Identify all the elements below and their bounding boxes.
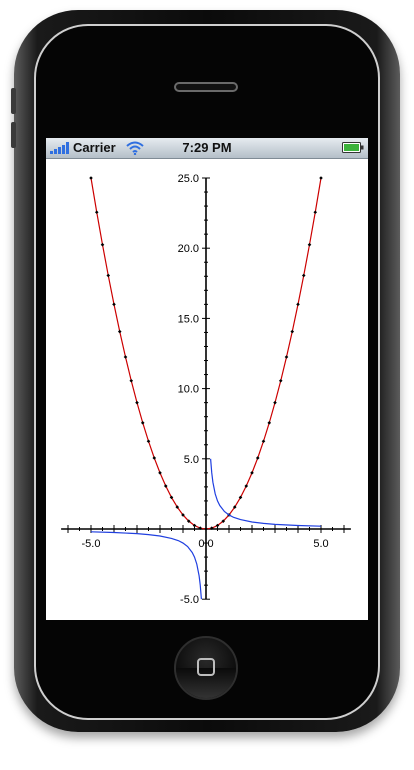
parabola-point-marker — [273, 400, 277, 405]
carrier-label: Carrier — [73, 140, 116, 155]
parabola-point-marker — [261, 439, 266, 444]
parabola-point-marker — [100, 242, 105, 247]
parabola-point-marker — [140, 421, 145, 425]
parabola-point-marker — [267, 421, 272, 425]
parabola-point-marker — [238, 495, 243, 500]
reciprocal-curve-negative-branch — [90, 531, 202, 600]
battery-full-icon — [342, 142, 364, 153]
volume-up-button — [11, 88, 16, 114]
y-tick-label: 5.0 — [184, 454, 199, 466]
parabola-point-marker — [250, 471, 254, 475]
volume-down-button — [11, 122, 16, 148]
parabola-point-marker — [163, 484, 168, 488]
parabola-point-marker — [117, 329, 122, 334]
parabola-point-marker — [232, 505, 237, 509]
screen: Carrier 7:29 PM -5.0 0.0 5.0 -5.0 5.0 10.0 15.… — [46, 138, 368, 620]
axes: -5.0 0.0 5.0 -5.0 5.0 10.0 15.0 20.0 25.0 — [61, 173, 351, 606]
parabola-point-marker — [106, 273, 111, 278]
parabola-point-marker — [301, 273, 306, 278]
parabola-point-marker — [278, 378, 283, 383]
parabola-point-marker — [204, 527, 208, 531]
parabola-point-marker — [255, 456, 260, 460]
parabola-point-marker — [152, 456, 157, 460]
x-tick-label: 5.0 — [313, 538, 328, 550]
parabola-point-marker — [129, 378, 134, 383]
parabola-point-marker — [186, 519, 191, 523]
parabola-point-marker — [192, 523, 197, 528]
parabola-point-marker — [313, 210, 318, 215]
y-tick-label: -5.0 — [180, 594, 199, 606]
parabola-point-marker — [112, 302, 116, 307]
parabola-point-marker — [135, 400, 139, 405]
home-button[interactable] — [174, 636, 238, 700]
parabola-point-marker — [89, 176, 93, 180]
parabola-point-marker — [307, 242, 312, 247]
signal-bars-icon — [50, 142, 69, 154]
parabola-point-marker — [94, 210, 99, 215]
home-square-icon — [197, 658, 215, 676]
parabola-point-marker — [215, 523, 220, 528]
reciprocal-curve-positive-branch — [210, 458, 322, 527]
parabola-point-marker — [209, 526, 214, 530]
function-plot[interactable]: -5.0 0.0 5.0 -5.0 5.0 10.0 15.0 20.0 25.0 — [46, 158, 368, 620]
parabola-point-marker — [284, 355, 289, 359]
parabola-point-marker — [290, 329, 295, 334]
parabola-point-marker — [169, 495, 174, 500]
y-tick-label: 15.0 — [178, 313, 199, 325]
parabola-point-marker — [146, 439, 151, 444]
parabola-point-marker — [175, 505, 180, 509]
y-tick-label: 10.0 — [178, 384, 199, 396]
y-tick-label: 20.0 — [178, 243, 199, 255]
x-tick-label: 0.0 — [198, 538, 213, 550]
parabola-point-marker — [123, 355, 128, 359]
y-tick-label: 25.0 — [178, 173, 199, 185]
wifi-icon — [126, 141, 144, 155]
parabola-point-marker — [198, 526, 203, 530]
parabola-point-marker — [181, 513, 185, 517]
parabola-point-marker — [158, 471, 162, 475]
parabola-point-marker — [296, 302, 300, 307]
parabola-point-marker — [319, 176, 323, 180]
status-bar: Carrier 7:29 PM — [46, 138, 368, 159]
earpiece-speaker — [174, 82, 238, 92]
parabola-point-marker — [221, 519, 226, 523]
x-tick-label: -5.0 — [82, 538, 101, 550]
parabola-point-marker — [244, 484, 249, 488]
clock-label: 7:29 PM — [182, 140, 232, 155]
